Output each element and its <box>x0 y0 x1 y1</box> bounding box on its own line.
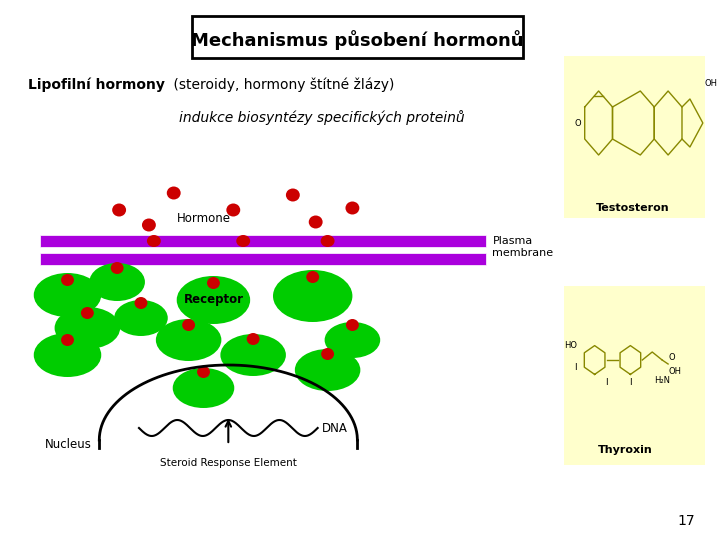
Ellipse shape <box>111 262 124 274</box>
Ellipse shape <box>112 204 126 217</box>
Text: indukce biosyntézy specifických proteinů: indukce biosyntézy specifických proteinů <box>179 111 464 125</box>
Ellipse shape <box>247 333 260 345</box>
Ellipse shape <box>321 348 334 360</box>
Ellipse shape <box>147 235 161 247</box>
Ellipse shape <box>325 322 380 358</box>
Text: Nucleus: Nucleus <box>45 437 91 450</box>
Ellipse shape <box>167 186 181 199</box>
Ellipse shape <box>182 319 195 331</box>
Text: 17: 17 <box>678 514 695 528</box>
Text: I: I <box>574 363 577 373</box>
Ellipse shape <box>306 271 319 283</box>
Ellipse shape <box>286 188 300 201</box>
Text: I: I <box>606 378 608 387</box>
Text: OH: OH <box>668 368 681 376</box>
Text: Mechanismus působení hormonů: Mechanismus působení hormonů <box>191 30 523 50</box>
Ellipse shape <box>226 204 240 217</box>
Ellipse shape <box>89 263 145 301</box>
Ellipse shape <box>220 334 286 376</box>
Ellipse shape <box>346 201 359 214</box>
Ellipse shape <box>34 273 102 317</box>
Text: Hormone: Hormone <box>176 212 230 225</box>
Text: O: O <box>574 118 581 127</box>
Ellipse shape <box>236 235 250 247</box>
Ellipse shape <box>294 349 360 391</box>
Ellipse shape <box>55 307 120 349</box>
Text: Plasma
membrane: Plasma membrane <box>492 236 554 258</box>
FancyBboxPatch shape <box>192 16 523 58</box>
Text: Testosteron: Testosteron <box>595 203 669 213</box>
Ellipse shape <box>207 277 220 289</box>
Ellipse shape <box>61 274 74 286</box>
Ellipse shape <box>173 368 234 408</box>
Ellipse shape <box>81 307 94 319</box>
FancyBboxPatch shape <box>564 56 705 218</box>
Ellipse shape <box>309 215 323 228</box>
Ellipse shape <box>320 235 335 247</box>
Ellipse shape <box>142 219 156 232</box>
Ellipse shape <box>273 270 352 322</box>
Bar <box>40 235 487 247</box>
Text: (steroidy, hormony štítné žlázy): (steroidy, hormony štítné žlázy) <box>168 78 394 92</box>
Ellipse shape <box>135 297 148 309</box>
Text: Receptor: Receptor <box>184 294 243 307</box>
Text: HO: HO <box>564 341 577 350</box>
Text: Steroid Response Element: Steroid Response Element <box>160 458 297 468</box>
FancyBboxPatch shape <box>564 286 705 465</box>
Text: I: I <box>629 378 631 387</box>
Ellipse shape <box>176 276 250 324</box>
Ellipse shape <box>197 366 210 378</box>
Bar <box>40 253 487 265</box>
Text: OH: OH <box>705 78 718 87</box>
Text: Thyroxin: Thyroxin <box>598 445 653 455</box>
Ellipse shape <box>61 334 74 346</box>
Text: O: O <box>668 354 675 362</box>
Text: H₂N: H₂N <box>654 376 670 385</box>
Ellipse shape <box>346 319 359 331</box>
Ellipse shape <box>34 333 102 377</box>
Ellipse shape <box>114 300 168 336</box>
Text: Lipofilní hormony: Lipofilní hormony <box>28 78 165 92</box>
Text: DNA: DNA <box>322 422 348 435</box>
Ellipse shape <box>156 319 221 361</box>
